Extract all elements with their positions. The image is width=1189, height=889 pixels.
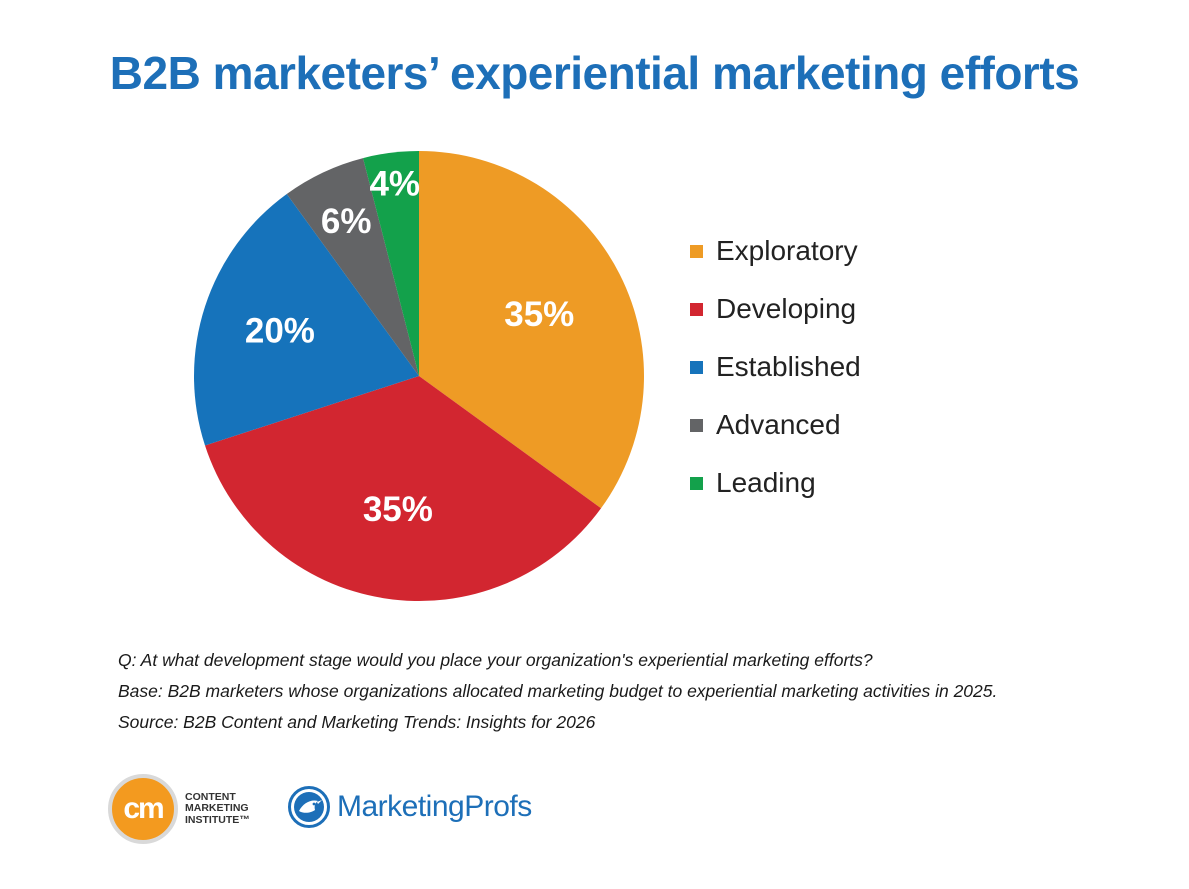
legend-label: Established bbox=[716, 351, 861, 382]
legend-label: Exploratory bbox=[716, 235, 858, 266]
legend-item-developing: Developing bbox=[690, 280, 861, 338]
marketingprofs-bird-icon bbox=[288, 786, 330, 828]
cmi-logo-line: INSTITUTE™ bbox=[185, 813, 250, 826]
marketingprofs-logo-text: MarketingProfs bbox=[337, 790, 532, 823]
chart-title: B2B marketers’ experiential marketing ef… bbox=[109, 47, 1080, 99]
legend-swatch bbox=[690, 244, 703, 258]
legend-swatch bbox=[690, 360, 703, 374]
cmi-logo-line: MARKETING bbox=[185, 802, 249, 815]
chart-legend: Exploratory Developing Established Advan… bbox=[690, 222, 861, 512]
pie-slice-developing bbox=[205, 376, 602, 601]
legend-label: Developing bbox=[716, 293, 857, 324]
legend-item-leading: Leading bbox=[690, 454, 861, 512]
legend-swatch bbox=[690, 418, 703, 432]
pie-data-label-leading: 4% bbox=[369, 165, 420, 204]
survey-base: Base: B2B marketers whose organizations … bbox=[118, 681, 998, 701]
pie-slice-established bbox=[194, 193, 419, 446]
survey-question: Q: At what development stage would you p… bbox=[118, 650, 873, 670]
pie-slice-leading bbox=[363, 151, 419, 376]
legend-item-established: Established bbox=[690, 338, 861, 396]
chart-notes: Q: At what development stage would you p… bbox=[118, 645, 997, 738]
legend-item-exploratory: Exploratory bbox=[690, 222, 861, 280]
pie-data-label-exploratory: 35% bbox=[504, 295, 574, 334]
legend-label: Leading bbox=[716, 467, 816, 498]
pie-slice-exploratory bbox=[419, 151, 644, 509]
pie-data-label-established: 20% bbox=[245, 311, 315, 350]
legend-swatch bbox=[690, 476, 703, 490]
cmi-logo-text: CONTENT MARKETING INSTITUTE™ bbox=[185, 790, 250, 827]
marketingprofs-logo: MarketingProfs bbox=[287, 785, 532, 829]
cmi-logo-line: CONTENT bbox=[185, 790, 236, 803]
pie-data-label-advanced: 6% bbox=[321, 202, 372, 241]
legend-swatch bbox=[690, 302, 703, 316]
pie-data-label-developing: 35% bbox=[363, 490, 433, 529]
legend-item-advanced: Advanced bbox=[690, 396, 861, 454]
cmi-logo-icon: cm bbox=[108, 774, 178, 844]
legend-label: Advanced bbox=[716, 409, 841, 440]
content-marketing-institute-logo: cm CONTENT MARKETING INSTITUTE™ bbox=[108, 774, 250, 844]
pie-slice-advanced bbox=[286, 158, 419, 376]
survey-source: Source: B2B Content and Marketing Trends… bbox=[118, 712, 596, 732]
